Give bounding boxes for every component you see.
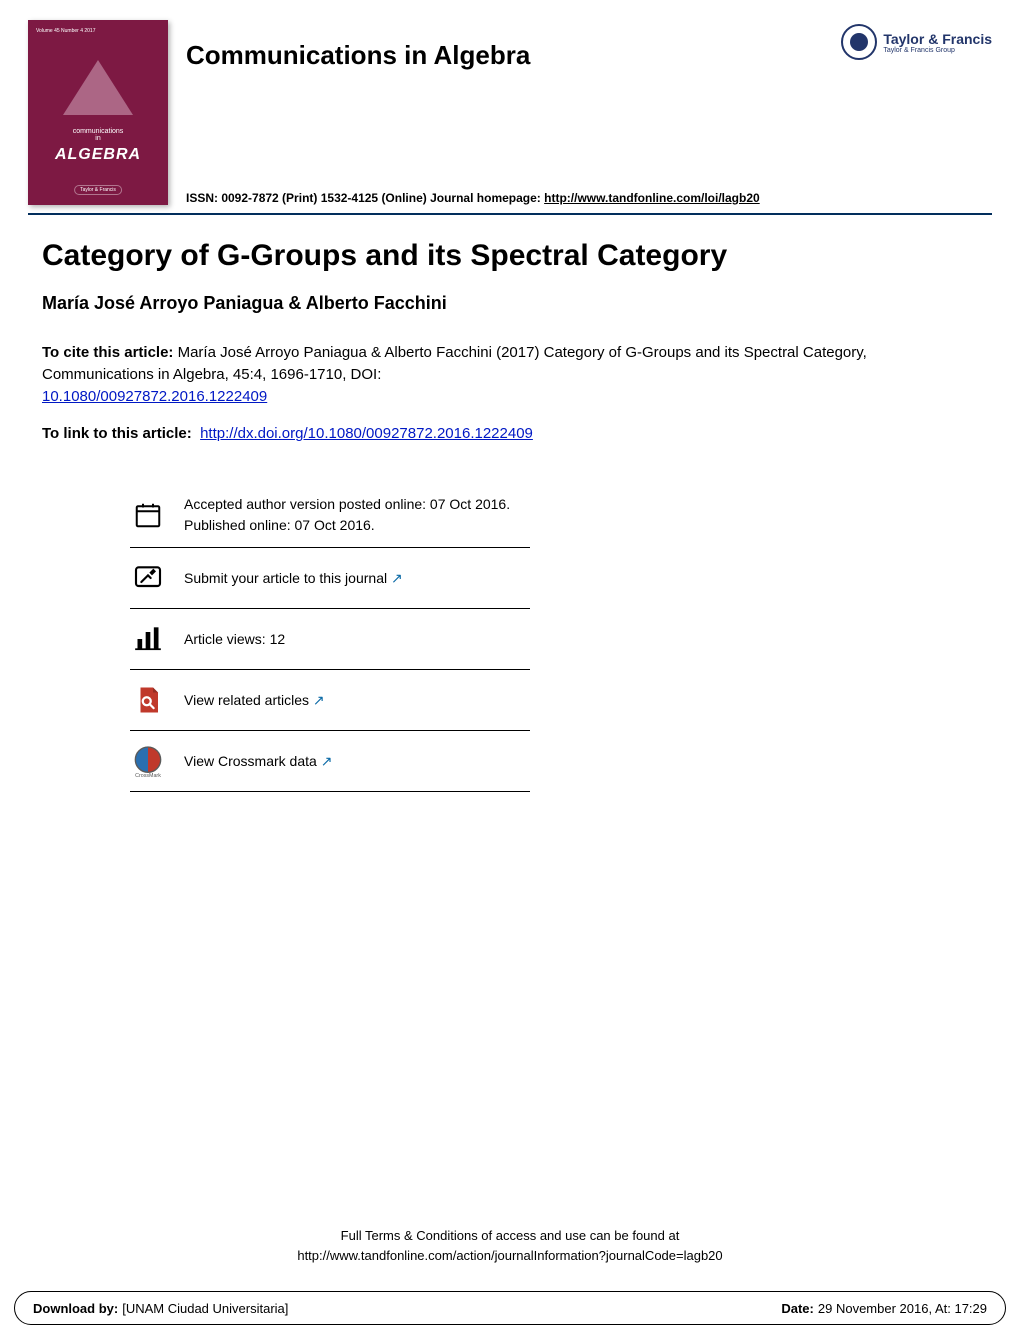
article-title: Category of G-Groups and its Spectral Ca…: [42, 239, 978, 273]
related-articles-link[interactable]: View related articles ↗: [184, 692, 325, 708]
footer-terms-link[interactable]: http://www.tandfonline.com/action/journa…: [297, 1248, 722, 1263]
cover-triangle-graphic: [63, 60, 133, 115]
issn-homepage-line: ISSN: 0092-7872 (Print) 1532-4125 (Onlin…: [186, 191, 992, 205]
meta-related-articles[interactable]: View related articles ↗: [130, 670, 530, 731]
article-meta-list: Accepted author version posted online: 0…: [130, 482, 530, 792]
footer-terms-note: Full Terms & Conditions of access and us…: [0, 1226, 1020, 1265]
publisher-logo-icon: [841, 24, 877, 60]
cover-publisher-badge: Taylor & Francis: [74, 185, 122, 195]
article-link-url[interactable]: http://dx.doi.org/10.1080/00927872.2016.…: [200, 425, 533, 442]
calendar-icon: [130, 497, 166, 533]
bar-chart-icon: [130, 621, 166, 657]
link-to-article: To link to this article: http://dx.doi.o…: [42, 425, 978, 442]
svg-text:CrossMark: CrossMark: [135, 773, 161, 777]
cover-text-algebra: ALGEBRA: [55, 146, 141, 164]
meta-submit-article[interactable]: Submit your article to this journal ↗: [130, 548, 530, 609]
download-by-label: Download by:: [33, 1301, 118, 1316]
related-icon: [130, 682, 166, 718]
download-info-bar: Download by: [UNAM Ciudad Universitaria]…: [14, 1291, 1006, 1325]
cover-text-communications: communications in: [73, 128, 124, 142]
download-date-value: 29 November 2016, At: 17:29: [818, 1301, 987, 1316]
publisher-logo: Taylor & Francis Taylor & Francis Group: [841, 24, 992, 60]
article-authors: María José Arroyo Paniagua & Alberto Fac…: [42, 293, 978, 314]
submit-article-link[interactable]: Submit your article to this journal ↗: [184, 570, 403, 586]
meta-published-dates: Accepted author version posted online: 0…: [130, 482, 530, 548]
publisher-tagline: Taylor & Francis Group: [883, 47, 992, 54]
journal-cover-thumbnail: Volume 45 Number 4 2017 communications i…: [28, 20, 168, 205]
crossmark-link[interactable]: View Crossmark data ↗: [184, 753, 332, 769]
citation-block: To cite this article: María José Arroyo …: [42, 342, 978, 407]
journal-homepage-link[interactable]: http://www.tandfonline.com/loi/lagb20: [544, 191, 760, 205]
article-views-count: 12: [270, 631, 286, 647]
crossmark-icon: CrossMark: [130, 743, 166, 779]
citation-doi-link[interactable]: 10.1080/00927872.2016.1222409: [42, 388, 267, 405]
meta-article-views: Article views: 12: [130, 609, 530, 670]
cover-issue-meta: Volume 45 Number 4 2017: [36, 28, 95, 35]
external-link-icon: ↗: [313, 692, 325, 708]
external-link-icon: ↗: [321, 753, 333, 769]
submit-icon: [130, 560, 166, 596]
download-by-value: [UNAM Ciudad Universitaria]: [122, 1301, 288, 1316]
publisher-name: Taylor & Francis: [883, 31, 992, 47]
external-link-icon: ↗: [391, 570, 403, 586]
meta-crossmark[interactable]: CrossMark View Crossmark data ↗: [130, 731, 530, 792]
download-date-label: Date:: [781, 1301, 814, 1316]
meta-published-date: Published online: 07 Oct 2016.: [184, 517, 375, 533]
meta-accepted-date: Accepted author version posted online: 0…: [184, 496, 510, 512]
